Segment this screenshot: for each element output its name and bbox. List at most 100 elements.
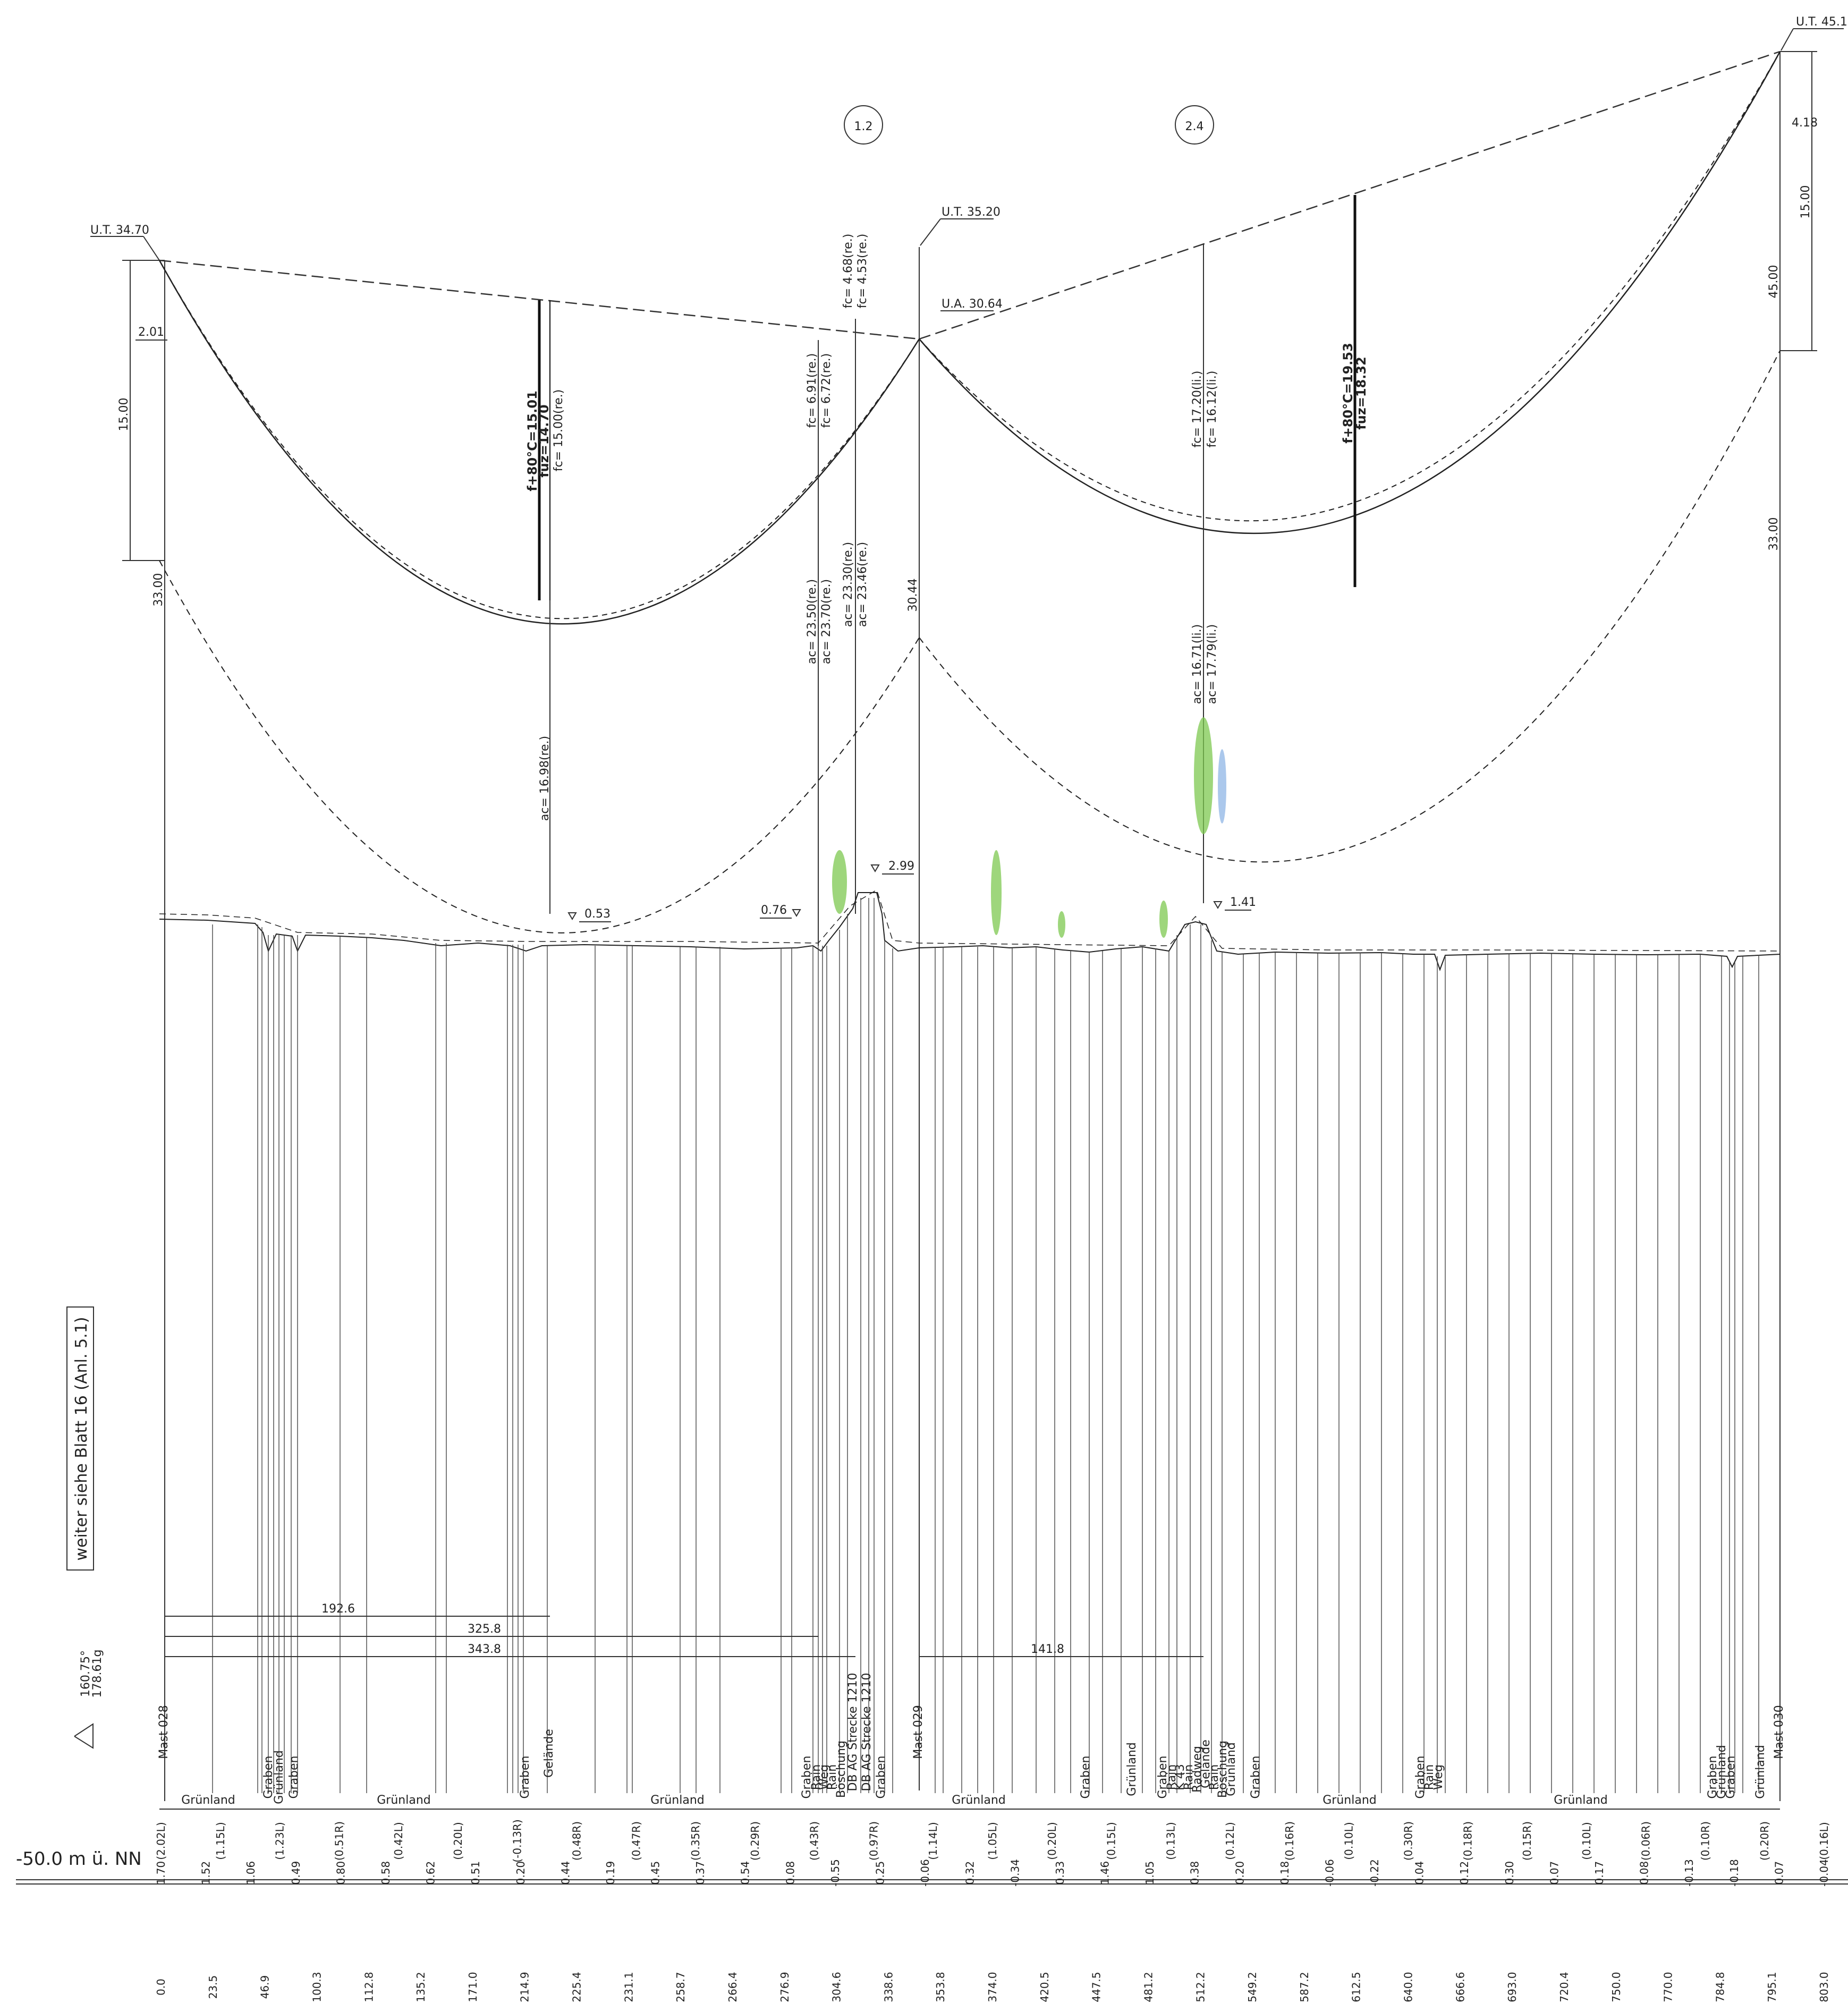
offset-cell: (0.10R) (1699, 1821, 1711, 1861)
feature-label: Rain (1182, 1764, 1196, 1790)
angle-top: 160.75° (79, 1650, 92, 1697)
feature-label: Graben (875, 1755, 888, 1798)
station-cell: 338.6 (882, 1972, 895, 2002)
tower-030-offset: 4.18 (1792, 116, 1818, 130)
height-cell: -0.34 (1008, 1859, 1021, 1887)
height-cell: -0.55 (829, 1859, 842, 1887)
feature-label: Graben (262, 1755, 275, 1798)
station-cell: 135.2 (414, 1972, 427, 2002)
offset-cell: (1.23L) (274, 1822, 286, 1860)
offset-cell: (0.35R) (689, 1821, 702, 1861)
offset-cell: (1.15L) (214, 1822, 227, 1860)
crossing-fc-4: fc= 4.53(re.) (856, 234, 869, 309)
height-cell: 1.52 (200, 1861, 213, 1885)
feature-label: Rain (826, 1764, 839, 1790)
crossing-ac-4: ac= 23.46(re.) (856, 542, 869, 627)
span-2-4-ac1: ac= 16.71(li.) (1191, 624, 1204, 704)
feature-label: Rain (810, 1764, 823, 1790)
offset-cell: (-0.13R) (511, 1819, 524, 1862)
tower-028-span-top: 15.00 (117, 398, 131, 431)
span-2-4-ac2: ac= 17.79(li.) (1206, 624, 1219, 704)
span-2-4-label: 2.4 (1185, 120, 1204, 133)
feature-label: Gelände (1199, 1739, 1213, 1788)
offset-cell: (0.47R) (630, 1821, 642, 1861)
station-cell: 770.0 (1662, 1972, 1675, 2002)
offset-cell: (0.42L) (392, 1822, 405, 1860)
station-cell: 420.5 (1038, 1972, 1051, 2002)
clearance-0-53: 0.53 (584, 907, 611, 921)
conductor-curves (158, 51, 1781, 933)
feature-label: DB AG Strecke 1210 (860, 1673, 874, 1792)
span-2-4-f80: f+80°C=19.53 (1341, 343, 1355, 444)
span-1-2-ac: ac= 16.98(re.) (538, 736, 552, 821)
tower-030-height: 33.00 (1767, 517, 1781, 551)
station-cell: 374.0 (986, 1972, 999, 2002)
feature-label: Gelände (542, 1729, 556, 1778)
height-cell: 0.80 (334, 1861, 347, 1885)
offset-cell: (2.02L) (155, 1822, 167, 1860)
offset-cell: (0.15L) (1105, 1822, 1118, 1860)
feature-label: Böschung (835, 1741, 848, 1798)
crossing-ac-2: ac= 23.70(re.) (820, 579, 833, 664)
feature-label: Böschung (1216, 1741, 1230, 1798)
offset-cell: (0.18R) (1461, 1821, 1474, 1861)
station-cell: 784.8 (1714, 1972, 1726, 2002)
crossing-fc-1: fc= 6.91(re.) (806, 353, 819, 428)
height-cell: 0.07 (1548, 1861, 1561, 1885)
distance-141-8: 141.8 (1031, 1643, 1064, 1656)
offset-cell: (0.16R) (1283, 1821, 1296, 1861)
offset-cell: (0.51R) (333, 1821, 345, 1861)
land-use-band: Grünland Grünland Grünland Grünland Grün… (159, 1794, 1780, 1810)
span-1-2-sag: f+80°C=15.01 fuz=14.70 fc= 15.00(re.) ac… (525, 300, 565, 914)
crossing-fc-3: fc= 4.68(re.) (842, 234, 855, 309)
station-cell: 353.8 (934, 1972, 947, 2002)
feature-label: Graben (1156, 1755, 1169, 1798)
offset-cell: (0.15R) (1521, 1821, 1533, 1861)
tower-030-name: Mast 030 (1773, 1705, 1786, 1759)
feature-label: Grünland (1125, 1742, 1139, 1796)
land-use-label: Grünland (1323, 1794, 1376, 1807)
feature-label: Rain (1208, 1764, 1221, 1790)
station-cell: 666.6 (1454, 1972, 1466, 2002)
height-cell: -0.06 (919, 1859, 931, 1887)
span-2-4-sag: f+80°C=19.53 fuz=18.32 fc= 17.20(li.) fc… (1191, 195, 1369, 903)
station-cell: 693.0 (1506, 1972, 1519, 2002)
offset-cell: (0.20L) (1046, 1822, 1058, 1860)
height-cell: 0.08 (1638, 1861, 1651, 1885)
feature-label: Graben (1724, 1755, 1737, 1798)
station-cell: 587.2 (1298, 1972, 1311, 2002)
feature-label: Graben (519, 1755, 532, 1798)
height-cell: 0.49 (290, 1861, 302, 1885)
height-cell: 0.17 (1593, 1861, 1606, 1885)
tower-030-span-top: 15.00 (1799, 185, 1812, 219)
tower-028-offset: 2.01 (138, 326, 164, 339)
offset-cell: (0.29R) (749, 1821, 761, 1861)
tower-030-ut: U.T. 45.10 (1796, 15, 1848, 29)
offset-cell: (0.10L) (1580, 1822, 1593, 1860)
offset-cell: (0.12L) (1224, 1822, 1236, 1860)
station-cell: 750.0 (1610, 1972, 1623, 2002)
offset-cell: (0.16L) (1818, 1822, 1830, 1860)
station-lines (212, 898, 1759, 1793)
offset-cell: (1.05L) (986, 1822, 999, 1860)
height-cell: 0.30 (1503, 1861, 1516, 1885)
height-cell: 0.33 (1054, 1861, 1066, 1885)
offset-cell: (0.20L) (452, 1822, 464, 1860)
station-cell: 225.4 (571, 1972, 583, 2002)
datum-line: -50.0 m ü. NN (16, 1848, 1848, 1885)
station-cell: 481.2 (1142, 1972, 1155, 2002)
angle-marker: 160.75° 178.61g (74, 1650, 104, 1749)
feature-label: Grünland (1715, 1745, 1728, 1798)
station-cell: 231.1 (622, 1972, 635, 2002)
terrain-profile (159, 889, 1781, 971)
clearance-1-41: 1.41 (1230, 896, 1256, 909)
station-cell: 266.4 (726, 1972, 739, 2002)
clearance-markers: 0.53 0.76 2.99 1.41 (567, 860, 1256, 922)
tower-028: U.T. 34.70 15.00 33.00 2.01 (90, 224, 167, 1801)
tower-030: U.T. 45.10 15.00 45.00 33.00 4.18 (1767, 15, 1848, 1801)
height-cell: -0.04 (1818, 1859, 1830, 1887)
height-cell: 0.37 (694, 1861, 707, 1885)
span-2-4-fc2: fc= 16.12(li.) (1206, 371, 1219, 448)
height-cell: -0.13 (1683, 1859, 1696, 1887)
